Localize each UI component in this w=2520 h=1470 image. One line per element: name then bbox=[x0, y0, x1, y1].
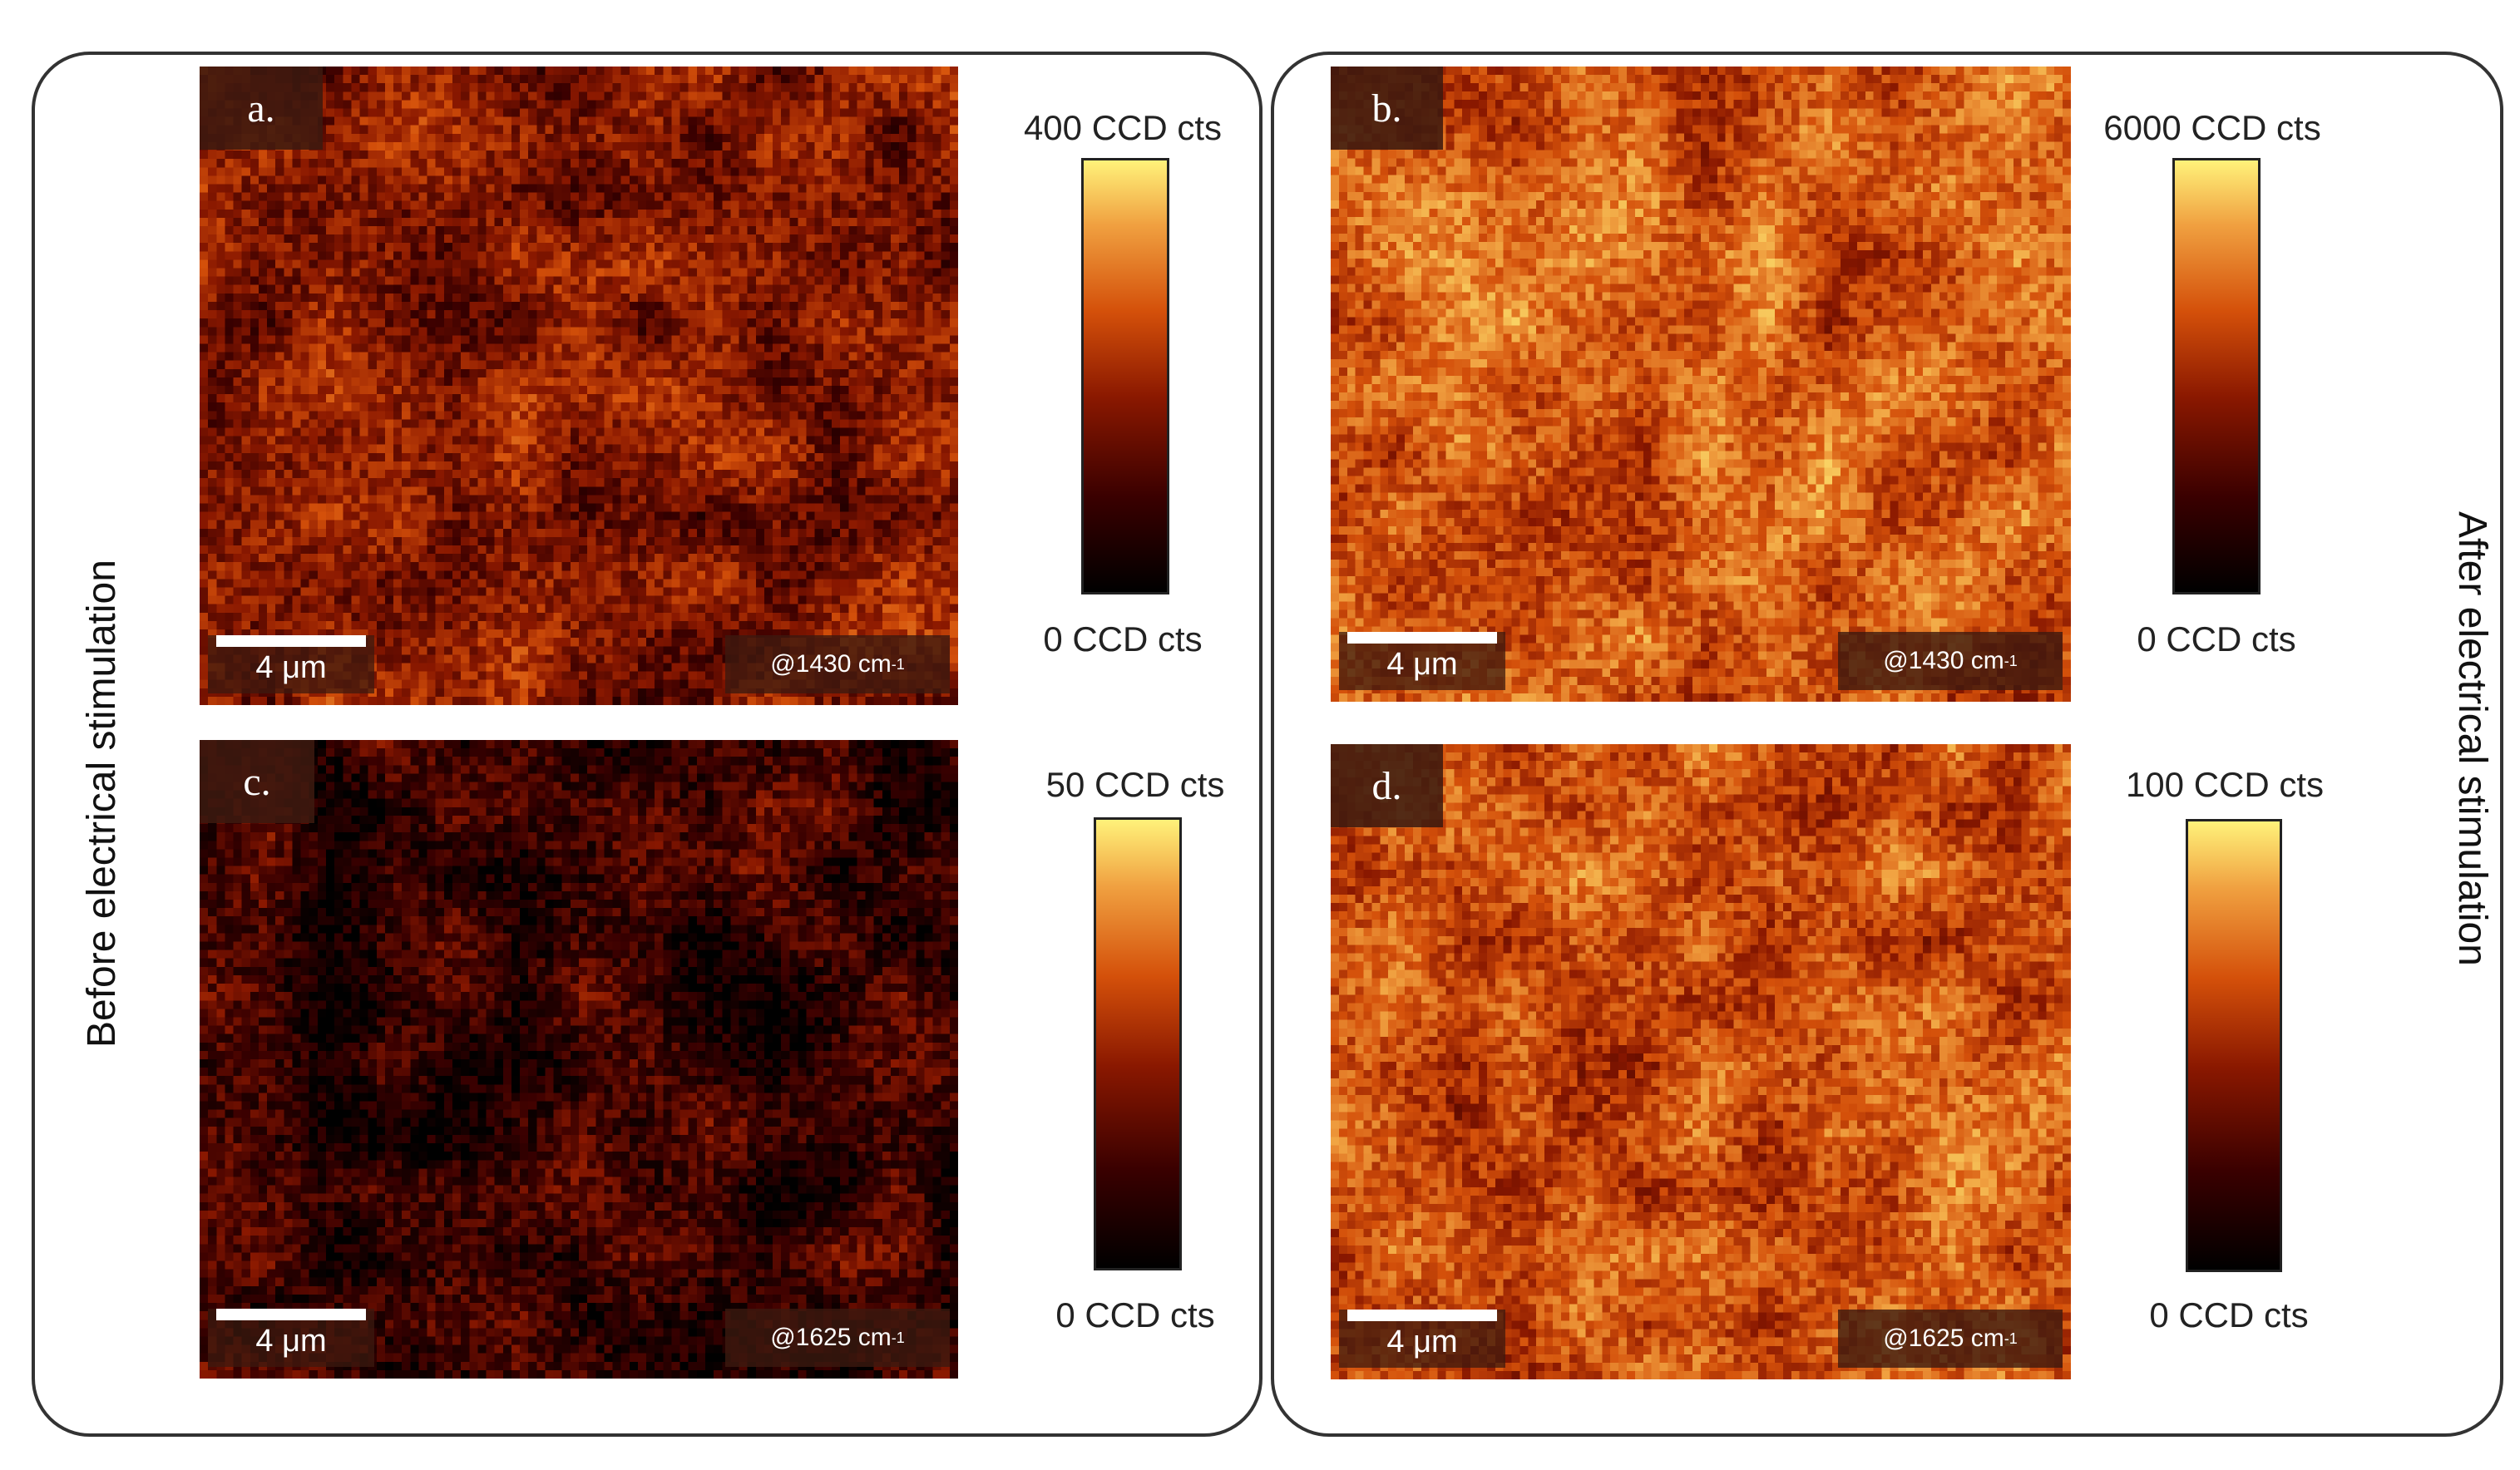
raman-map-image bbox=[200, 740, 958, 1379]
wavenumber-badge: @1430 cm -1 bbox=[1838, 632, 2063, 690]
colorbar-b bbox=[2172, 158, 2261, 594]
scale-bar-label: 4 μm bbox=[255, 1324, 327, 1359]
raman-map-panel-b: b. 4 μm @1430 cm -1 bbox=[1331, 67, 2071, 702]
colorbar-c bbox=[1094, 817, 1182, 1270]
colorbar-max-label-a: 400 CCD cts bbox=[1023, 108, 1223, 147]
wavenumber-badge: @1430 cm -1 bbox=[725, 635, 950, 693]
raman-map-panel-d: d. 4 μm @1625 cm -1 bbox=[1331, 744, 2071, 1379]
scale-bar-label: 4 μm bbox=[255, 650, 327, 685]
panel-letter: b. bbox=[1331, 67, 1443, 150]
panel-letter: a. bbox=[200, 67, 323, 150]
panel-letter: c. bbox=[200, 740, 314, 823]
raman-map-panel-a: a. 4 μm @1430 cm -1 bbox=[200, 67, 958, 705]
colorbar-max-label-c: 50 CCD cts bbox=[1045, 765, 1225, 804]
scale-bar: 4 μm bbox=[208, 635, 374, 693]
wavenumber-badge: @1625 cm -1 bbox=[725, 1309, 950, 1367]
raman-map-image bbox=[200, 67, 958, 705]
colorbar-max-label-d: 100 CCD cts bbox=[2125, 765, 2325, 804]
raman-map-panel-c: c. 4 μm @1625 cm -1 bbox=[200, 740, 958, 1379]
colorbar-max-label-b: 6000 CCD cts bbox=[2103, 108, 2321, 147]
before-stimulation-label: Before electrical stimulation bbox=[80, 560, 124, 1048]
after-stimulation-label: After electrical stimulation bbox=[2450, 511, 2494, 966]
colorbar-a bbox=[1081, 158, 1169, 594]
scale-bar: 4 μm bbox=[1339, 1310, 1505, 1368]
scale-bar: 4 μm bbox=[208, 1309, 374, 1367]
scale-bar-label: 4 μm bbox=[1386, 1324, 1458, 1359]
colorbar-d bbox=[2186, 819, 2282, 1272]
raman-map-image bbox=[1331, 67, 2071, 702]
wavenumber-badge: @1625 cm -1 bbox=[1838, 1310, 2063, 1368]
raman-map-image bbox=[1331, 744, 2071, 1379]
colorbar-min-label-a: 0 CCD cts bbox=[1043, 619, 1203, 659]
scale-bar: 4 μm bbox=[1339, 632, 1505, 690]
colorbar-min-label-c: 0 CCD cts bbox=[1055, 1295, 1215, 1334]
scale-bar-label: 4 μm bbox=[1386, 647, 1458, 682]
colorbar-min-label-b: 0 CCD cts bbox=[2137, 619, 2296, 659]
colorbar-min-label-d: 0 CCD cts bbox=[2149, 1295, 2309, 1334]
panel-letter: d. bbox=[1331, 744, 1443, 827]
